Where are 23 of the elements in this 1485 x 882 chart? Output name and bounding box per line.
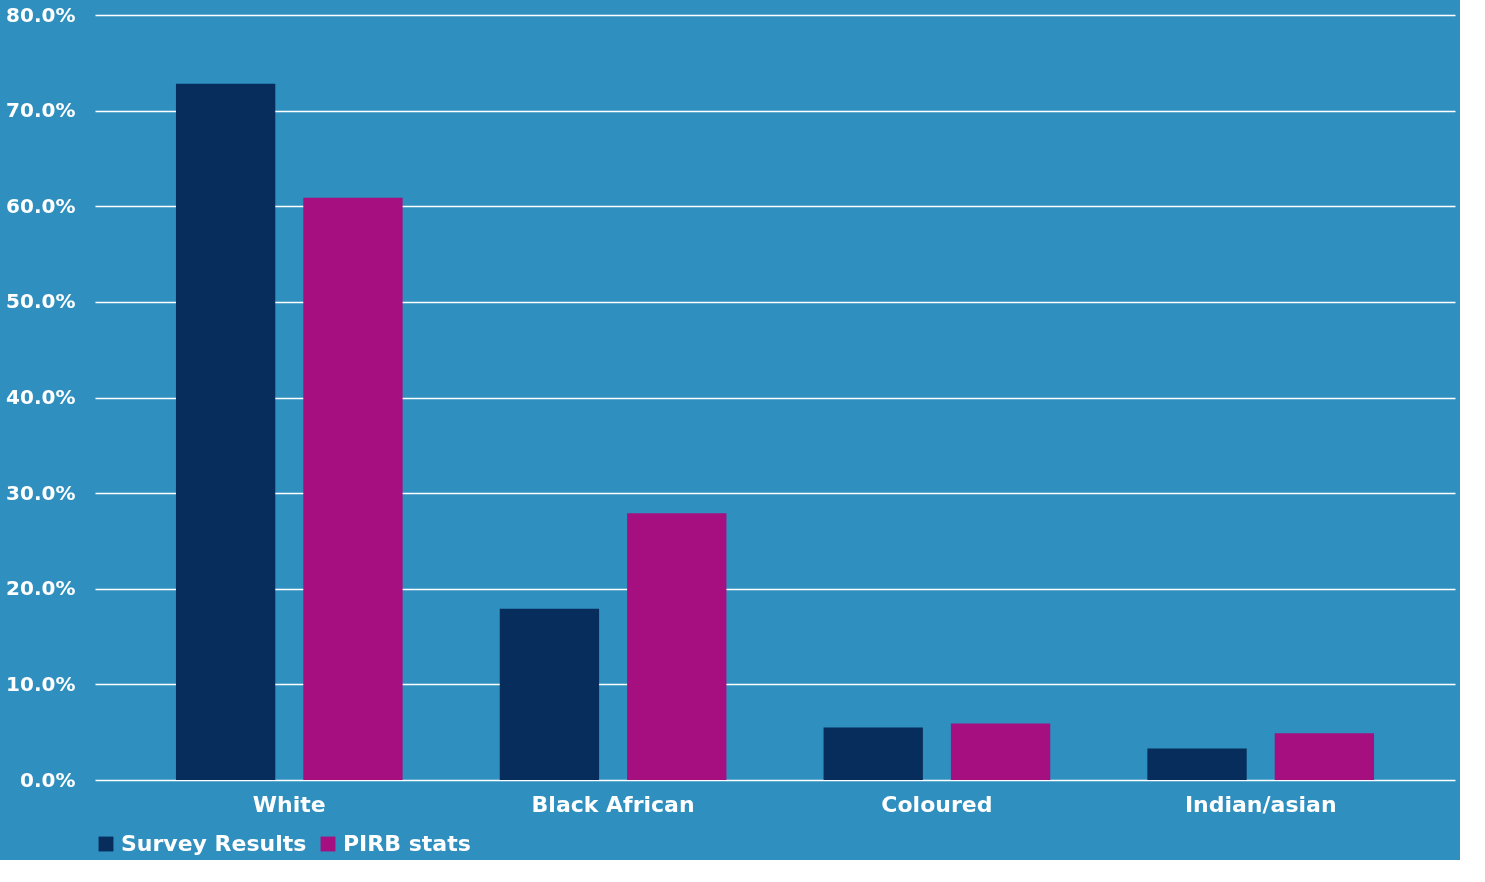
y-tick-label: 80.0% [6,2,76,27]
bar [499,608,600,780]
y-tick-label: 10.0% [6,671,76,696]
x-tick-label: Coloured [881,791,993,817]
x-tick-label: Black African [531,791,695,817]
legend-label: PIRB stats [343,831,471,856]
y-tick-label: 50.0% [6,289,76,314]
legend-label: Survey Results [121,831,307,856]
y-tick-label: 0.0% [20,767,76,792]
y-tick-label: 60.0% [6,193,76,218]
y-tick-label: 70.0% [6,98,76,123]
x-tick-label: Indian/asian [1184,791,1337,817]
bar [950,723,1051,780]
bar [823,727,923,780]
y-tick-label: 40.0% [6,385,76,409]
bar [175,83,276,780]
x-tick-label: White [252,791,326,817]
y-tick-label: 20.0% [6,576,76,601]
bar [1147,748,1247,780]
bar [303,197,403,780]
bar [627,513,727,780]
bar [1274,733,1375,780]
y-tick-label: 30.0% [6,480,76,505]
